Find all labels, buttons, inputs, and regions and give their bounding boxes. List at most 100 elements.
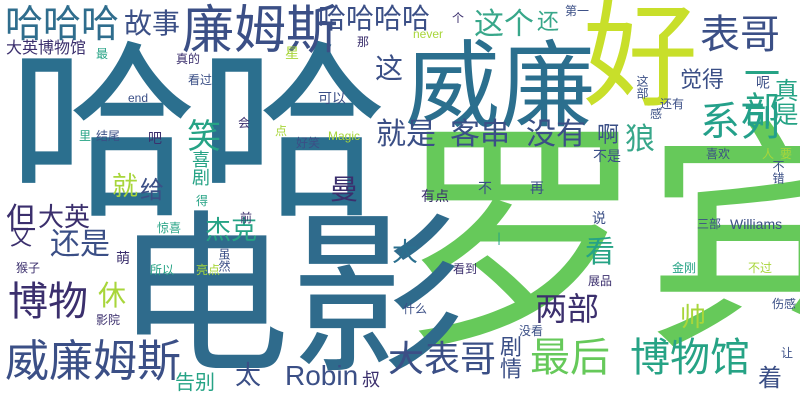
word-but: 但 <box>6 202 36 237</box>
word-ne: 呢 <box>754 75 770 89</box>
word-man: 曼 <box>330 173 359 206</box>
word-think: 觉得 <box>680 68 725 93</box>
word-but-2: 不过 <box>748 261 773 275</box>
word-good: 好 <box>583 0 699 124</box>
word-magic: Magic <box>328 129 361 143</box>
word-wolf: 狼 <box>625 122 655 157</box>
word-what: 什么 <box>403 302 428 316</box>
word-exhibits: 展品 <box>588 274 613 288</box>
word-robin: Robin <box>285 360 359 391</box>
word-person: 人 <box>762 147 775 161</box>
word-story: 故事 <box>124 7 181 40</box>
word-still: 还 <box>537 10 560 35</box>
word-so: 所以 <box>150 263 175 277</box>
word-although: 虽然 <box>217 248 231 272</box>
word-kong: 金刚 <box>672 261 697 275</box>
word-really: 真是 <box>770 78 798 126</box>
word-three-parts: 三部 <box>697 217 722 231</box>
word-not-watched: 没看 <box>519 324 544 338</box>
word-also-have: 还有 <box>660 97 685 111</box>
word-british: 大英 <box>38 203 91 233</box>
word-a-bit: 有点 <box>421 189 449 205</box>
word-will: 会 <box>238 116 251 130</box>
word-cute: 萌 <box>116 251 130 267</box>
word-never: never <box>413 27 444 41</box>
word-bar: | <box>497 231 502 245</box>
word-farewell: 告别 <box>175 370 215 394</box>
word-like: 喜欢 <box>706 147 731 161</box>
word-this-one: 这个 <box>474 7 534 42</box>
word-star: 星 <box>285 46 299 62</box>
word-end: end <box>128 91 149 105</box>
word-rest: 休 <box>98 279 127 312</box>
word-de: 得 <box>196 194 209 208</box>
word-before: 前 <box>240 211 253 225</box>
word-finally: 最后 <box>530 335 610 381</box>
word-museum-short: 博物 <box>8 279 88 325</box>
word-ending: 结尾 <box>96 129 121 143</box>
word-surprise: 惊喜 <box>157 221 182 235</box>
word-ah: 啊 <box>597 123 620 148</box>
word-comedy: 喜剧 <box>189 150 210 186</box>
word-two-parts: 两部 <box>535 290 600 328</box>
word-too: 太 <box>235 361 262 391</box>
word-feel: 感 <box>650 107 663 121</box>
word-or: 还是 <box>50 227 110 262</box>
word-big-cousin: 大表哥 <box>388 339 497 380</box>
word-williams: Williams <box>730 216 783 232</box>
word-liamsi: 廉姆斯 <box>182 1 339 61</box>
word-sad: 伤感 <box>772 297 797 311</box>
word-movie: 电影 <box>115 196 465 399</box>
word-no: 不 <box>478 181 492 197</box>
word-williams-cn: 威廉姆斯 <box>5 336 181 387</box>
word-uncle: 叔 <box>362 370 380 391</box>
word-just: 就 <box>112 172 139 202</box>
word-again: 再 <box>530 181 544 197</box>
word-cousin: 表哥 <box>700 12 780 58</box>
word-jack: 杰克 <box>205 216 258 246</box>
word-want: 要 <box>780 147 793 161</box>
word-most: 最 <box>96 47 109 61</box>
word-series: 系列 <box>700 99 780 145</box>
word-monkey: 猴子 <box>16 261 41 275</box>
word-first: 第一 <box>565 4 590 18</box>
word-british-museum: 大英博物馆 <box>6 38 87 57</box>
word-one-part: 一部 <box>738 55 779 127</box>
word-highlight: 亮点 <box>196 263 221 277</box>
word-plot: 剧情 <box>496 335 521 379</box>
word-funny: 好笑 <box>296 136 321 150</box>
word-give: 给 <box>140 176 164 204</box>
word-can: 可以 <box>318 91 346 107</box>
word-say: 说 <box>592 211 606 227</box>
word-seen: 看过 <box>188 73 213 87</box>
word-handsome: 帅 <box>680 303 707 333</box>
word-also: 又 <box>10 226 33 251</box>
word-laugh: 笑 <box>187 117 221 157</box>
word-big: 大 <box>392 238 419 268</box>
word-dian: 点 <box>275 124 288 138</box>
word-museum: 博物馆 <box>630 335 750 381</box>
word-william: 威廉 <box>405 32 596 142</box>
word-not-is: 不是 <box>593 149 621 165</box>
word-none: 没有 <box>526 117 586 152</box>
word-watch: 看 <box>585 235 615 270</box>
word-hahahaha: 哈哈哈哈 <box>318 2 431 35</box>
word-this: 这 <box>375 52 404 85</box>
word-zhe: 着 <box>758 364 782 392</box>
word-this-film: 这部 <box>635 75 649 99</box>
word-ge: 个 <box>452 11 465 25</box>
word-haha: 哈哈 <box>8 24 389 245</box>
word-just-is: 就是 <box>376 117 436 152</box>
word-inside: 里 <box>79 129 92 143</box>
word-saw: 看到 <box>453 262 478 276</box>
word-cinema: 影院 <box>96 313 121 327</box>
word-robin-cn: 罗宾 <box>400 100 800 385</box>
word-that: 那 <box>357 35 370 49</box>
word-ba: 吧 <box>148 131 162 147</box>
word-really-2: 真的 <box>176 52 201 66</box>
word-hahaha: 哈哈哈 <box>5 2 120 46</box>
word-not-bad: 不错 <box>771 160 785 184</box>
word-cameo: 客串 <box>450 117 510 152</box>
word-let: 让 <box>781 346 794 360</box>
